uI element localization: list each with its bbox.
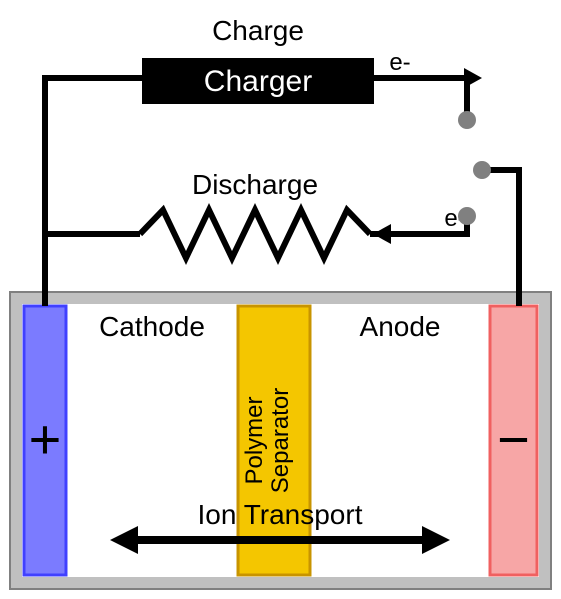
charge-label: Charge [212,15,304,46]
ion-transport-label: Ion Transport [198,499,363,530]
switch-contact-bottom [458,207,476,225]
anode-label: Anode [360,311,441,342]
charger-label: Charger [204,65,312,98]
charge-electron-label: e- [389,49,410,76]
cathode-label: Cathode [99,311,205,342]
minus-sign: − [497,408,530,471]
separator-label-2: Separator [267,388,294,493]
separator-label-1: Polymer [241,396,268,484]
discharge-label: Discharge [192,169,318,200]
plus-sign: + [29,408,62,471]
switch-pole [473,161,491,179]
switch-contact-top [458,111,476,129]
